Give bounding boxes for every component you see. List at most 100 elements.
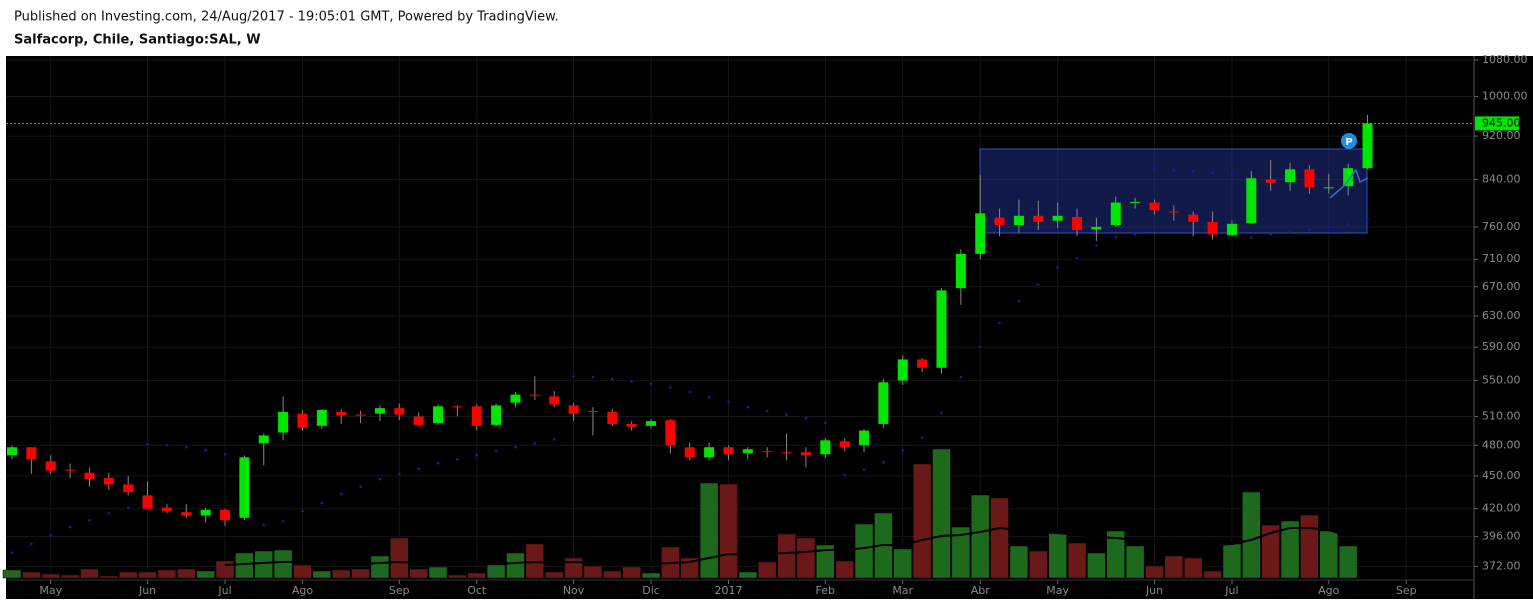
candle-body [220,509,231,521]
sar-dot [1172,169,1176,172]
sar-dot [630,380,633,383]
y-tick-label: 480.00 [1482,438,1521,451]
volume-bar [1319,530,1339,579]
sar-dot [591,375,595,379]
volume-bar [816,544,835,579]
sar-dot [978,345,982,349]
sar-dot [397,472,401,476]
volume-bar [1300,514,1319,579]
candle-body [7,447,18,456]
sar-dot [494,449,498,453]
sar-dot [727,400,730,404]
candle-body [1246,178,1257,224]
sar-dot [804,417,808,420]
candle-body [955,253,966,289]
candle-body [297,413,308,428]
candle-body [839,441,850,448]
candle-body [123,484,134,493]
x-tick-label: Jul [1224,584,1238,597]
volume-bar [60,574,80,579]
sar-dot [843,473,846,477]
y-tick-label: 1000.00 [1482,90,1528,103]
candle-body [45,461,56,471]
candle-body [239,457,250,518]
last-price-label: 945.00 [1482,116,1521,129]
marker-text: P [1345,137,1352,148]
candle-body [607,411,618,424]
sar-dot [1037,283,1040,286]
sar-dot [359,485,362,488]
x-tick-label: Feb [816,584,835,597]
candle-body [65,469,76,471]
candle-body [394,408,405,415]
volume-bar [138,571,157,579]
volume-bar [273,549,293,579]
volume-bar [990,497,1009,579]
volume-bar [951,526,971,579]
sar-dot [959,375,963,379]
sar-dot [514,445,517,449]
sar-dot [765,409,769,413]
volume-bar [80,568,99,579]
sar-dot [204,448,207,452]
candle-body [200,509,211,516]
sar-dot [184,445,188,449]
sar-dot [882,461,885,464]
candle-body [587,410,598,412]
sar-dot [1017,299,1021,303]
candle-body [723,447,734,455]
volume-bar [796,537,816,579]
published-note: Published on Investing.com, 24/Aug/2017 … [14,10,559,25]
candle-body [1362,123,1373,169]
price-layer [6,114,1474,554]
volume-bar [1087,552,1106,579]
sar-dot [920,436,924,439]
volume-bar [1009,545,1029,579]
candle-body [684,447,695,458]
candle-body [316,409,327,426]
volume-bar [1280,520,1300,579]
volume-bar [390,537,409,579]
sar-dot [1346,223,1350,226]
candle-body [471,406,482,426]
candle-body [1072,217,1083,231]
volume-bar [603,570,622,579]
y-tick-label: 710.00 [1482,252,1521,265]
sar-dot [1095,244,1098,247]
sar-dot [436,462,440,465]
x-tick-label: May [39,584,62,597]
volume-bar [854,523,874,579]
candle-body [549,396,560,405]
volume-bar [970,494,990,579]
candle-body [936,290,947,368]
sar-dot [378,477,382,481]
volume-bar [22,571,41,579]
sar-dot [1075,256,1079,260]
sar-dot [1366,217,1369,221]
sar-dot [688,390,692,394]
volume-bar [1203,570,1222,579]
candle-body [510,394,521,403]
candle-body [1052,215,1063,221]
x-tick-label: Oct [467,584,487,597]
candle-body [1304,169,1315,188]
sar-dot [1114,235,1118,239]
sar-dot [1308,228,1311,231]
volume-bar [757,561,777,579]
sar-dot [165,443,169,447]
sar-dot [456,458,459,461]
sar-dot [68,525,72,529]
candle-body [355,414,366,416]
x-tick-label: Nov [563,584,585,597]
volume-bar [699,482,719,579]
candle-body [452,406,463,408]
x-tick-label: Sep [1396,584,1417,597]
volume-bar [41,573,60,579]
volume-bar [293,564,312,579]
candle-body [897,359,908,381]
volume-bar [1145,565,1164,579]
volume-bar [1067,542,1087,579]
candle-body [84,472,95,480]
candle-body [103,478,114,485]
